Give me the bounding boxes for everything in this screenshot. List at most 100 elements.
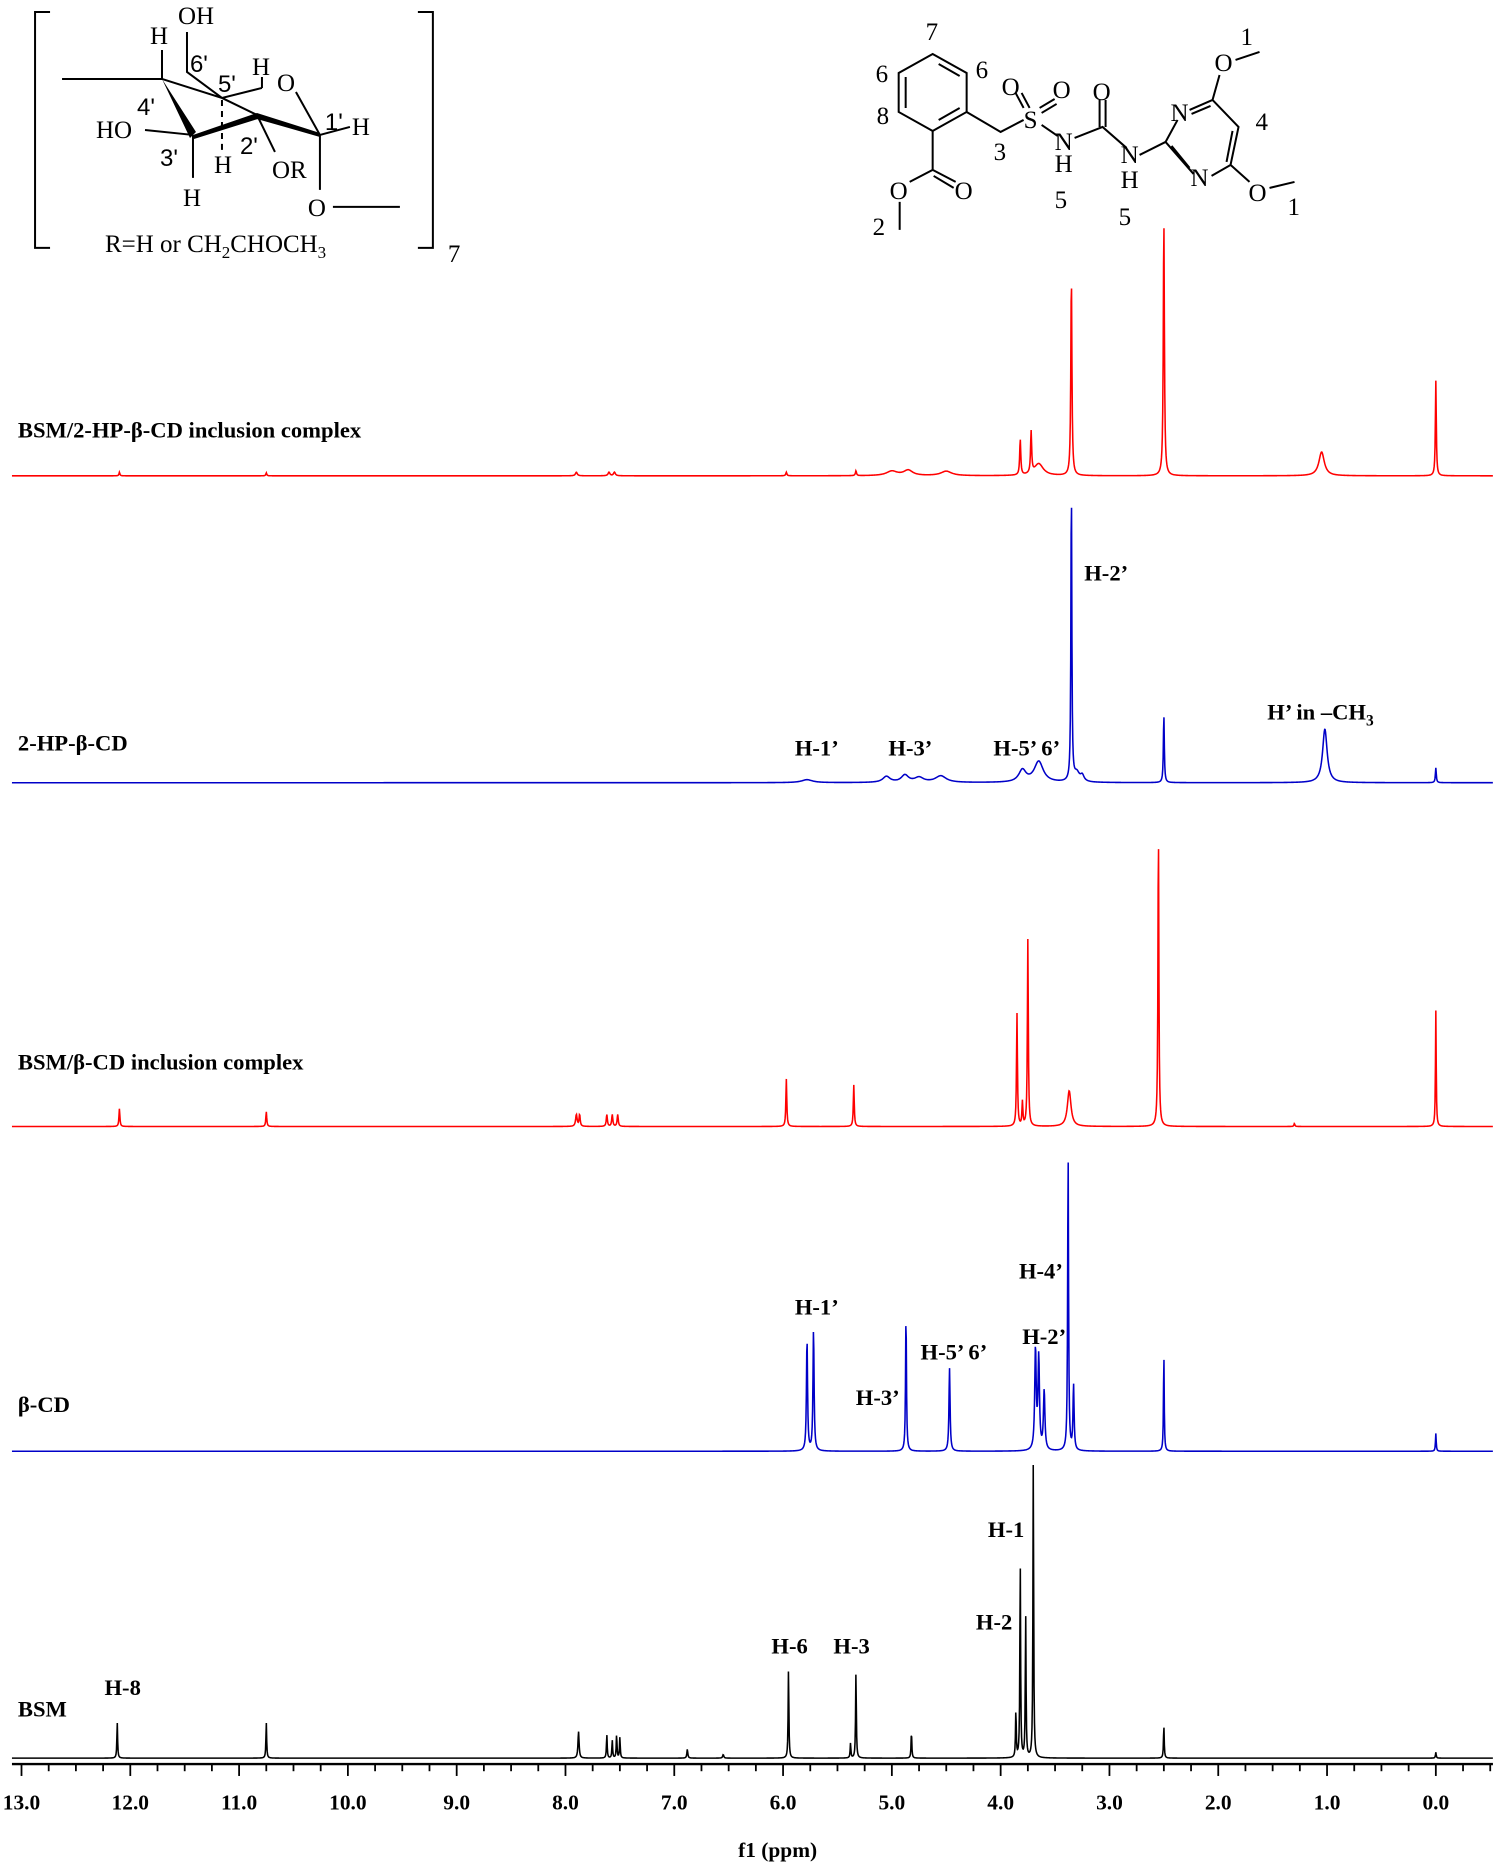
bsm-structure: S O O O N H N H N N O O O O 7 6 6 8 3 2 … xyxy=(873,19,1300,241)
annotation-text: H-5’ 6’ xyxy=(921,1340,988,1365)
r-def-sub2: 3 xyxy=(318,243,327,262)
tick-label: 2.0 xyxy=(1205,1790,1232,1814)
spectrum-trace xyxy=(11,849,1493,1128)
spectrum-trace xyxy=(11,1162,1493,1453)
tick-label: 1.0 xyxy=(1314,1790,1341,1814)
tick-label: 10.0 xyxy=(329,1790,366,1814)
r-def-sub: 2 xyxy=(222,243,230,262)
pos-6a: 6 xyxy=(876,61,888,88)
r-definition: R=H or CH2CHOCH3 xyxy=(105,231,326,262)
tick-label: 5.0 xyxy=(878,1790,905,1814)
r-def-text: R=H or CH xyxy=(105,231,222,258)
peak-annotation: H-5’ 6’ xyxy=(993,735,1060,760)
repeat-count: 7 xyxy=(448,241,460,268)
x-axis: 13.0 12.0 11.0 10.0 9.0 8.0 7.0 6.0 5.0 4.0 3.0 2.0… xyxy=(3,1762,1493,1862)
label-om1: O xyxy=(1215,50,1233,77)
peak-annotation: H-4’ xyxy=(1019,1259,1063,1284)
pos-4: 4 xyxy=(1256,109,1269,136)
repeat-brackets xyxy=(34,10,434,249)
peak-annotation: H-3’ xyxy=(856,1385,900,1410)
spectrum-2: BSM/β-CD inclusion complex xyxy=(11,849,1493,1128)
spectrum-3: β-CD H-1’ H-3’ H-5’ 6’ H-2’ H-4’ xyxy=(11,1162,1493,1453)
spectrum-label: 2-HP-β-CD xyxy=(18,731,128,756)
peak-annotation: H-8 xyxy=(104,1675,140,1700)
spectrum-4: BSM H-8 H-6 H-3 H-1 H-2 xyxy=(11,1465,1493,1759)
peak-annotation: H-3’ xyxy=(888,735,932,760)
label-6prime: 6' xyxy=(190,51,208,78)
annotation-text: H-1’ xyxy=(795,735,839,760)
label-or: OR xyxy=(272,157,307,184)
label-oc: O xyxy=(955,178,973,205)
label-h-n1: H xyxy=(1055,151,1073,178)
spectrum-label: β-CD xyxy=(18,1392,70,1417)
spectrum-1: 2-HP-β-CD H-2’ H-1’ H-3’ H-5’ 6’ H’ in –CH3 xyxy=(11,507,1493,784)
tick-label: 12.0 xyxy=(112,1790,149,1814)
peak-annotation: H-2 xyxy=(976,1610,1012,1635)
label-np1: N xyxy=(1171,100,1189,127)
spectrum-label: BSM/β-CD inclusion complex xyxy=(18,1049,304,1074)
tick-label: 9.0 xyxy=(443,1790,470,1814)
label-n1: N xyxy=(1055,129,1073,156)
peak-annotation: H-2’ xyxy=(1084,560,1128,585)
annotation-text: H-2’ xyxy=(1022,1324,1066,1349)
label-o3: O xyxy=(1093,79,1111,106)
pos-5a: 5 xyxy=(1055,187,1067,214)
label-np2: N xyxy=(1191,165,1209,192)
peak-annotation: H-1 xyxy=(988,1517,1024,1542)
r-def-text2: CHOCH xyxy=(230,231,317,258)
spectrum-trace xyxy=(11,228,1493,477)
peak-annotation: H-6 xyxy=(771,1633,807,1658)
structures: OH H 6' 5' H O 1' H 4' HO 3' H 2' OR H O… xyxy=(34,3,1300,268)
label-s: S xyxy=(1024,107,1038,134)
peak-annotation: H-3 xyxy=(833,1633,869,1658)
spectrum-label: BSM xyxy=(18,1696,67,1721)
pos-7: 7 xyxy=(926,19,938,46)
annotation-text: H-3 xyxy=(833,1633,869,1658)
label-oh: OH xyxy=(178,3,214,30)
spectrum-trace xyxy=(11,1465,1493,1759)
label-5prime: 5' xyxy=(218,71,236,98)
annotation-text: H-4’ xyxy=(1019,1259,1063,1284)
label-1prime: 1' xyxy=(325,109,343,136)
pos-3: 3 xyxy=(994,139,1006,166)
label-n2: N xyxy=(1121,142,1139,169)
spectrum-trace xyxy=(11,507,1493,784)
peak-annotation: H-2’ xyxy=(1022,1324,1066,1349)
annotation-text: H-3’ xyxy=(856,1385,900,1410)
label-om2: O xyxy=(1249,180,1267,207)
tick-label: 3.0 xyxy=(1096,1790,1123,1814)
cyclodextrin-structure: OH H 6' 5' H O 1' H 4' HO 3' H 2' OR H O… xyxy=(34,3,460,268)
annotation-text: H-3’ xyxy=(888,735,932,760)
tick-label: 6.0 xyxy=(770,1790,797,1814)
tick-label: 11.0 xyxy=(221,1790,257,1814)
annotation-text: H-2 xyxy=(976,1610,1012,1635)
pos-5b: 5 xyxy=(1119,204,1131,231)
tick-label: 8.0 xyxy=(552,1790,579,1814)
pos-8: 8 xyxy=(877,103,889,130)
tick-label: 4.0 xyxy=(987,1790,1014,1814)
bsm-bonds xyxy=(898,51,1295,230)
spectra: BSM/2-HP-β-CD inclusion complex 2-HP-β-CD… xyxy=(11,228,1493,1759)
annotation-text: H-1’ xyxy=(795,1294,839,1319)
label-h-n2: H xyxy=(1121,167,1139,194)
label-h1: H xyxy=(352,114,370,141)
label-h3: H xyxy=(183,185,201,212)
spectrum-0: BSM/2-HP-β-CD inclusion complex xyxy=(11,228,1493,477)
spectrum-label: BSM/2-HP-β-CD inclusion complex xyxy=(18,418,362,443)
annotation-text: H’ in –CH xyxy=(1267,700,1366,725)
label-2prime: 2' xyxy=(240,133,258,160)
tick-label: 7.0 xyxy=(661,1790,688,1814)
pos-1b: 1 xyxy=(1288,194,1300,221)
label-ho: HO xyxy=(96,117,132,144)
pos-1a: 1 xyxy=(1241,24,1253,51)
peak-annotation: H’ in –CH3 xyxy=(1267,700,1374,730)
label-o1: O xyxy=(1002,74,1020,101)
label-oe: O xyxy=(890,178,908,205)
label-ring-o: O xyxy=(277,70,295,97)
label-h: H xyxy=(150,23,168,50)
label-3prime: 3' xyxy=(160,145,178,172)
x-axis-title: f1 (ppm) xyxy=(738,1838,817,1862)
pos-2: 2 xyxy=(873,214,885,241)
